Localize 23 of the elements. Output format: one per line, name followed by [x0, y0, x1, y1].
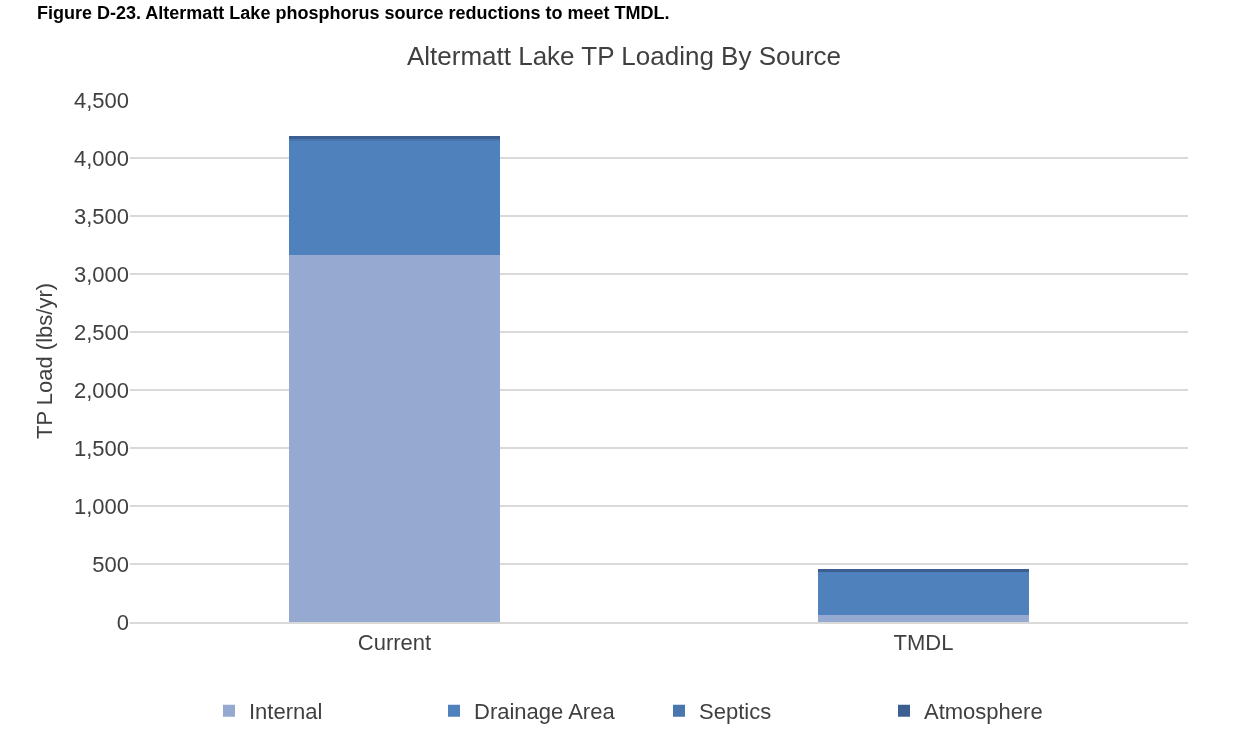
- y-tick-label: 0: [116, 609, 129, 635]
- x-tick-label: Current: [357, 630, 432, 656]
- y-tick-label: 1,000: [73, 493, 129, 519]
- legend-label: Atmosphere: [924, 699, 1043, 725]
- bar: [288, 255, 501, 622]
- legend-label: Septics: [699, 699, 772, 725]
- bar: [817, 572, 1030, 616]
- y-tick-label: 3,000: [73, 261, 129, 287]
- x-tick-label: TMDL: [893, 630, 954, 656]
- y-tick-label: 4,000: [73, 145, 129, 171]
- y-tick-label: 4,500: [73, 87, 129, 113]
- bar: [288, 140, 501, 256]
- y-tick-label: 1,500: [73, 435, 129, 461]
- legend-label: Internal: [249, 699, 323, 725]
- y-tick-label: 2,500: [73, 319, 129, 345]
- y-tick-label: 500: [92, 551, 129, 577]
- y-axis-title: TP Load (lbs/yr): [31, 282, 57, 440]
- bar: [817, 615, 1030, 622]
- y-tick-label: 3,500: [73, 203, 129, 229]
- y-tick-label: 2,000: [73, 377, 129, 403]
- chart-title: Altermatt Lake TP Loading By Source: [406, 40, 842, 71]
- legend-label: Drainage Area: [474, 699, 616, 725]
- text: Figure D-23. Altermatt Lake phosphorus source reductions to meet TMDL.: [37, 3, 670, 23]
